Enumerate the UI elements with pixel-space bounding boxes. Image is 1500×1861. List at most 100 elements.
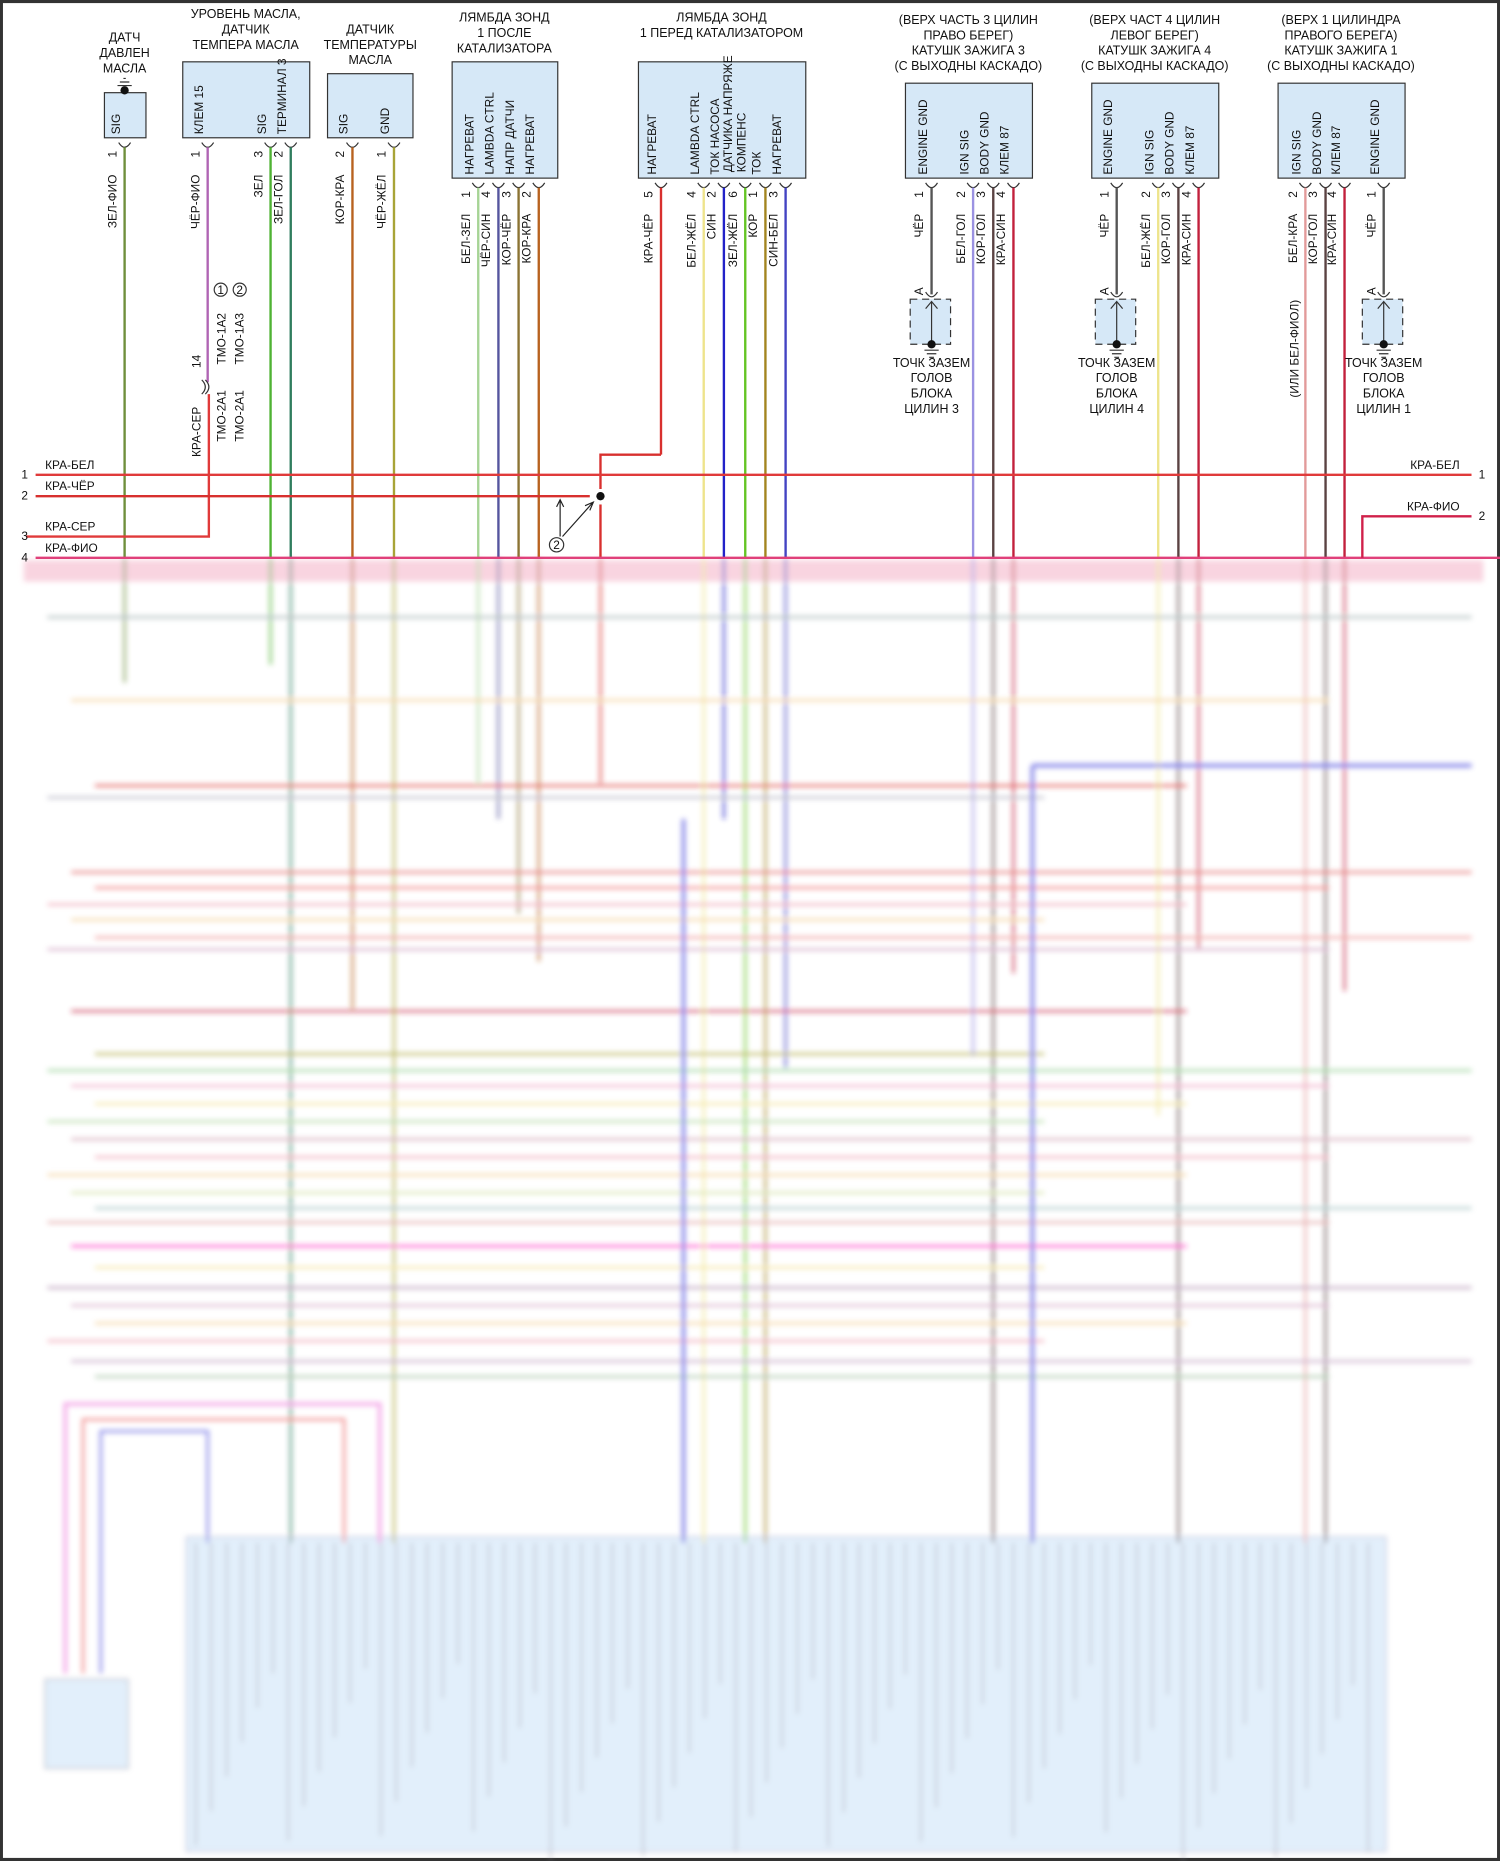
arrow-icon [925, 300, 938, 310]
ecu-box [185, 1536, 1387, 1852]
pin-connector-icon [779, 182, 793, 189]
component-title: ПРАВО БЕРЕГ) [923, 28, 1013, 42]
wire-color-label: КРА-СЕР [190, 407, 204, 457]
pin-label: НАГРЕВАТ [770, 114, 784, 174]
component-title: ТЕМПЕРА МАСЛА [193, 38, 300, 52]
pin-number: 1 [912, 191, 926, 198]
component-title: (С ВЫХОДНЫ КАСКАДО) [1081, 59, 1229, 73]
pin-number: 2 [954, 191, 968, 198]
ground-label: БЛОКА [911, 387, 953, 401]
pin-label: LAMBDA CTRL [483, 92, 497, 175]
component-title: КАТУШК ЗАЖИГА 4 [1098, 44, 1211, 58]
wire-color-label: ЧЁР [1364, 214, 1378, 238]
blurred-lower-section [23, 557, 1484, 1861]
pin-connector-icon [758, 182, 772, 189]
connector-ref: ТМО-1А3 [232, 313, 246, 365]
ground-label: ГОЛОВ [1096, 371, 1138, 385]
wire-color-label: ЗЕЛ-ГОЛ [271, 175, 285, 224]
component-box [451, 61, 559, 179]
pin-label-container: ДАТЧИКА НАПРЯЖЕ КОМПЕНС [723, 55, 749, 172]
pin-label: IGN SIG [1142, 130, 1156, 175]
pin-label: НАГРЕВАТ [462, 114, 476, 174]
wire-color-label: БЕЛ-КРА [1286, 214, 1300, 263]
pin-connector-icon [925, 291, 939, 298]
pin-number: 3 [1159, 191, 1173, 198]
bus-wire-label: КРА-ЧЁР [45, 479, 95, 493]
wire-color-label: ЗЕЛ [251, 175, 265, 198]
ground-label: БЛОКА [1096, 387, 1138, 401]
pin-number: 1 [188, 150, 202, 157]
bus-wire-label: КРА-ФИО [1407, 499, 1460, 513]
wire-color-label: ЧЁР [1097, 214, 1111, 238]
ground-icon [1376, 349, 1391, 358]
pin-label: ENGINE GND [916, 99, 930, 174]
connector-ref: ТМО-2А1 [214, 390, 228, 442]
pin-connector-icon [1319, 182, 1332, 189]
pin-number: 4 [479, 191, 493, 198]
marker-number: 2 [553, 538, 560, 552]
pin-label: GND [378, 108, 392, 134]
pin-number: 2 [705, 191, 719, 198]
pin-number: 3 [1306, 191, 1320, 198]
marker-circle [213, 282, 228, 297]
pin-connector-icon [118, 142, 132, 148]
bus-wire-label: КРА-БЕЛ [1410, 458, 1459, 472]
wire-color-label: КРА-СИН [994, 214, 1008, 266]
pin-number: 3 [251, 150, 265, 157]
marker-number: 1 [217, 283, 224, 297]
pin-label: КЛЕМ 15 [192, 85, 206, 134]
bus-line[interactable] [1361, 515, 1472, 558]
component-title: МАСЛА [349, 53, 393, 67]
ground-label: ЦИЛИН 4 [1089, 402, 1144, 416]
pin-label: ENGINE GND [1368, 99, 1382, 174]
ground-label: ТОЧК ЗАЗЕМ [1078, 356, 1155, 370]
wire-color-label: БЕЛ-ГОЛ [954, 214, 968, 264]
component-title: (ВЕРХ ЧАСТ 4 ЦИЛИН [1089, 13, 1220, 27]
ground-point-box [1361, 298, 1404, 345]
pin-connector-icon [512, 182, 526, 189]
marker-circle [232, 282, 247, 297]
pin-label: НАГРЕВАТ [523, 114, 537, 174]
wire-color-label: ЧЁР-ФИО [188, 175, 202, 229]
bus-number: 1 [1479, 467, 1486, 481]
pin-label: КЛЕМ 87 [998, 126, 1012, 175]
pin-number: 2 [1139, 191, 1153, 198]
pin-number: 5 [642, 191, 656, 198]
ground-label: ГОЛОВ [1363, 371, 1405, 385]
pin-label: BODY GND [1163, 112, 1177, 175]
ground-icon [1109, 349, 1124, 358]
ground-icon [117, 77, 132, 87]
component-title: КАТУШК ЗАЖИГА 3 [912, 44, 1025, 58]
component-title: ЛЕВОГ БЕРЕГ) [1111, 28, 1199, 42]
pin-label: SIG [109, 114, 123, 134]
pin-connector-icon [471, 182, 485, 189]
bus-number: 1 [21, 467, 28, 481]
ground-label: ТОЧК ЗАЗЕМ [1345, 356, 1422, 370]
pin-label: ТОК [750, 152, 764, 175]
bus-number: 4 [21, 550, 28, 564]
pin-connector-icon [1007, 182, 1020, 189]
wire-color-label: КОР-ГОЛ [1159, 214, 1173, 265]
pin-number: 1 [375, 150, 389, 157]
ground-icon [924, 349, 939, 358]
pin-connector-icon [346, 142, 359, 148]
component-title: ДАТЧИК [222, 22, 271, 36]
ground-dot [1379, 340, 1388, 349]
pin-label: ТОК НАСОСА [708, 98, 722, 174]
component-box [326, 73, 414, 139]
ground-label: ГОЛОВ [911, 371, 953, 385]
ground-pin: A [912, 287, 926, 295]
pin-label: IGN SIG [1290, 130, 1304, 175]
marker-number: 2 [236, 283, 243, 297]
ground-dot [927, 340, 936, 349]
blurred-band [23, 560, 1484, 582]
component-box [637, 61, 807, 179]
bus-wire-label: КРА-СЕР [45, 520, 95, 534]
pin-number: 1 [105, 150, 119, 157]
pin-number: 4 [994, 191, 1008, 198]
splice-dot [596, 492, 605, 501]
component-title: ДАВЛЕН [99, 46, 149, 60]
pin-connector-icon [1298, 182, 1312, 189]
component-box [1091, 82, 1220, 179]
